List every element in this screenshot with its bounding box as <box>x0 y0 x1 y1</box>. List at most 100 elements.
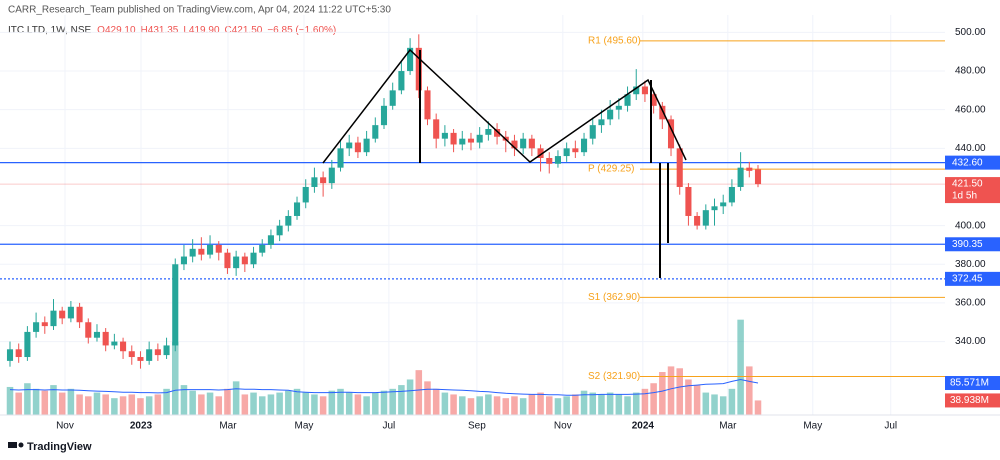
volume-ma-label: 85.571M <box>950 378 989 389</box>
last-price-label: 421.50 <box>952 179 983 190</box>
pivot-label: S2 (321.90) <box>588 371 640 382</box>
candle-body <box>685 186 692 216</box>
candle-body <box>728 186 735 203</box>
volume-bar <box>267 394 275 415</box>
candle-body <box>581 138 588 153</box>
candle-body <box>537 148 544 158</box>
candle-body <box>33 322 40 332</box>
candle-body <box>146 349 153 361</box>
pivot-label: S1 (362.90) <box>588 292 640 303</box>
candle-body <box>15 349 22 358</box>
volume-bar <box>615 394 623 415</box>
legend: ITC LTD, 1W, NSE O429.10 H431.35 L419.90 C42… <box>8 25 336 36</box>
volume-bar <box>180 385 188 415</box>
volume-bar <box>354 394 362 415</box>
volume-bar <box>311 394 318 415</box>
levels: R1 (495.60) P (429.25) S1 (362.90) S2 (321.… <box>0 36 945 382</box>
y-tick-label: 460.00 <box>955 104 986 115</box>
level-label: 390.35 <box>952 239 983 250</box>
volume-bar <box>572 394 579 415</box>
volume-bar <box>328 390 336 415</box>
volume-label: 38.938M <box>950 395 989 406</box>
volume-bar <box>519 398 527 415</box>
candle-body <box>441 132 448 139</box>
volume-bar <box>32 388 40 415</box>
candle-body <box>754 169 762 185</box>
candle-body <box>93 331 101 338</box>
candle-body <box>259 244 266 253</box>
candle-body <box>641 86 648 95</box>
level-label-box <box>945 271 1000 286</box>
volume-bar <box>137 398 144 415</box>
candle-body <box>667 119 675 149</box>
candle-body <box>711 206 718 211</box>
volume-bar <box>119 396 127 415</box>
y-tick-label: 400.00 <box>955 220 986 231</box>
volume-bar <box>476 396 483 415</box>
candle-body <box>424 90 431 120</box>
volume-bar <box>398 385 405 415</box>
candle-body <box>554 156 561 164</box>
volume-bar <box>641 388 649 415</box>
candle-body <box>363 138 370 153</box>
candle-body <box>198 248 205 255</box>
volume-bar <box>485 394 492 415</box>
volume-bar <box>241 394 249 415</box>
candle-body <box>215 244 222 253</box>
volume-bar <box>467 398 475 415</box>
countdown: 1d 5h <box>952 191 977 202</box>
y-tick-label: 480.00 <box>955 66 986 77</box>
grid <box>0 15 945 415</box>
volume-bar <box>563 396 570 415</box>
volume-bar <box>302 392 309 415</box>
volume-bar <box>589 392 597 415</box>
candle-body <box>589 125 596 139</box>
volume-bar <box>215 396 223 415</box>
pattern-drawing <box>322 48 687 278</box>
volume-bar <box>424 381 431 415</box>
volume-bar <box>685 379 692 415</box>
volume-bar <box>606 392 614 415</box>
volume-bar <box>102 394 109 415</box>
volume-bar <box>389 388 396 415</box>
volume-bar <box>598 394 605 415</box>
volume-bar <box>285 390 292 415</box>
candle-body <box>459 138 466 145</box>
candle-body <box>111 341 118 346</box>
candle-body <box>276 225 283 236</box>
legend-close: C421.50 <box>225 25 263 36</box>
candle-body <box>172 264 179 346</box>
candle-body <box>720 202 727 207</box>
level-label: 372.45 <box>952 274 983 285</box>
legend-change: −6.85 (−1.60%) <box>267 25 336 36</box>
candle-body <box>293 202 301 216</box>
legend-open: O429.10 <box>97 25 136 36</box>
volume-bar <box>250 392 257 415</box>
candle-body <box>380 105 388 126</box>
candle-body <box>207 244 214 255</box>
x-tick-label: May <box>295 421 314 432</box>
candle-body <box>233 256 240 269</box>
candle-body <box>467 138 475 143</box>
volume-bar <box>154 394 162 415</box>
last-price-box <box>945 177 1000 204</box>
legend-symbol: ITC LTD, 1W, NSE <box>8 25 91 36</box>
logo-mark <box>8 442 17 448</box>
volume-bar <box>754 400 762 415</box>
axes: 500.00 480.00 460.00 440.00 400.00 380.00 360.… <box>56 27 1000 432</box>
volume-bar <box>554 398 562 415</box>
volume-bar <box>76 394 83 415</box>
candle-body <box>746 167 753 171</box>
volume-bar <box>728 388 736 415</box>
volume-bar <box>128 394 136 415</box>
volume-bar <box>432 388 440 415</box>
candle-body <box>163 345 170 356</box>
volume-bar <box>450 394 457 415</box>
volume-bar <box>189 390 196 415</box>
brand: TradingView <box>27 441 92 453</box>
volume-bar <box>41 390 49 415</box>
volume-bar <box>50 385 57 415</box>
volume-bar <box>232 381 240 415</box>
volume-bar <box>746 366 753 415</box>
